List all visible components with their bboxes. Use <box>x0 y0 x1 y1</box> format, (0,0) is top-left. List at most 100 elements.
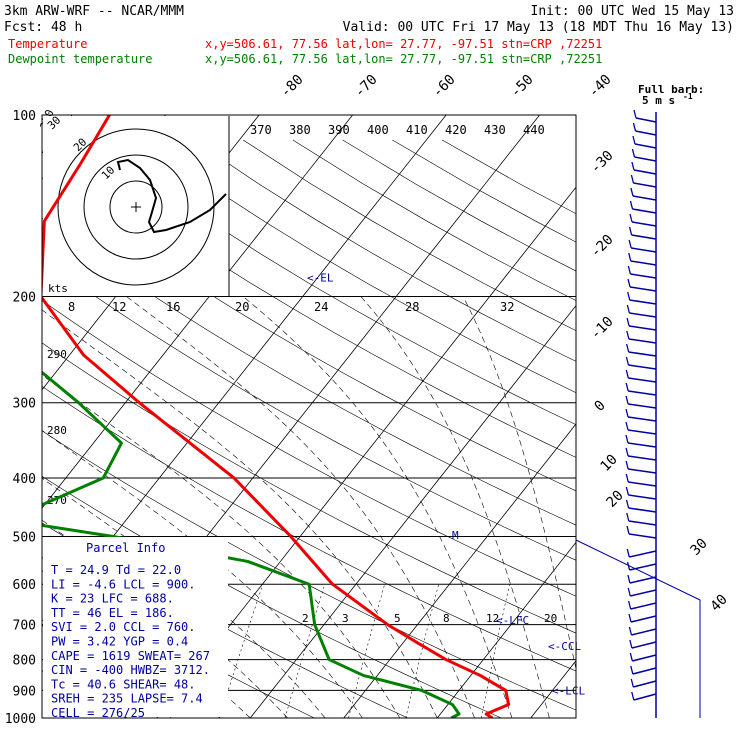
level-annotation: <-LFC <box>496 614 529 627</box>
moist-adiabat-line <box>126 296 475 718</box>
wind-barb-flag <box>628 626 633 636</box>
parcel-info-title: Parcel Info <box>86 541 165 555</box>
wind-barb <box>629 576 657 584</box>
wind-barb-flag <box>629 639 633 649</box>
model-title: 3km ARW-WRF -- NCAR/MMM <box>4 4 184 19</box>
isotherm-label: 10 <box>598 452 621 475</box>
isotherm-label: -40 <box>586 72 615 101</box>
dry-adiabat-line <box>42 217 576 526</box>
mixing-ratio-line <box>348 584 385 718</box>
pressure-tick-label: 600 <box>13 578 36 593</box>
barb-legend-exponent: -1 <box>683 92 693 101</box>
wind-barb-flag <box>625 369 629 379</box>
wind-barb-flag <box>625 395 629 405</box>
theta-label: 370 <box>250 123 272 137</box>
theta-label: 390 <box>328 123 350 137</box>
wind-barb <box>627 429 657 435</box>
isotherm-label: 30 <box>688 536 711 559</box>
wind-barb <box>635 130 657 136</box>
wind-barb-flag <box>630 174 635 184</box>
pressure-tick-label: 800 <box>13 654 36 669</box>
level-annotations: <-EL <-LFC <-CCL <-LCL M <box>307 272 585 698</box>
mixing-ratio-label: 8 <box>443 612 450 625</box>
parcel-info-row: TT = 46 EL = 186. <box>51 606 174 620</box>
isotherm-label: -20 <box>588 232 617 261</box>
isotherm-line <box>718 115 740 718</box>
isotherm-label: -30 <box>588 148 617 177</box>
pressure-tick-label: 500 <box>13 530 36 545</box>
wind-barb <box>627 416 657 422</box>
barb-frame <box>575 539 701 718</box>
wind-barb <box>628 351 657 357</box>
wind-barb-flag <box>627 600 632 610</box>
hodograph-ring <box>109 180 163 234</box>
wind-barb <box>628 481 657 487</box>
wind-barb-flag <box>630 665 634 675</box>
wind-barb <box>629 550 657 558</box>
mixing-ratio-line <box>219 584 264 718</box>
dry-adiabat-line <box>42 177 576 492</box>
isotherm-line <box>343 423 576 718</box>
moist-adiabat-line <box>360 296 550 718</box>
mixing-ratio-line <box>284 584 326 718</box>
hodograph-ring <box>83 154 189 260</box>
wind-barb-flag <box>625 473 629 483</box>
wind-barb-flag <box>625 356 630 366</box>
wind-barb <box>628 364 657 370</box>
theta-label: 440 <box>523 123 545 137</box>
isotherm-label: -70 <box>352 72 381 101</box>
wind-barb <box>629 312 657 318</box>
wind-barb-flag <box>632 122 637 132</box>
level-annotation: <-EL <box>307 272 334 285</box>
mixing-ratio-label: 2 <box>302 612 309 625</box>
pressure-tick-label: 100 <box>13 109 36 124</box>
wind-barb <box>631 234 657 240</box>
hodograph-scale-label: 8 <box>68 300 75 314</box>
wind-barb <box>627 455 657 461</box>
isotherm-label: -80 <box>278 72 307 101</box>
wind-barb <box>628 520 657 526</box>
isotherm-label: -50 <box>508 72 537 101</box>
wind-barb-flag <box>630 187 634 197</box>
wind-barb-flag <box>625 421 629 431</box>
wind-barb-flag <box>625 408 629 418</box>
wind-barb <box>628 338 657 344</box>
hodograph-center-icon <box>131 202 141 212</box>
wind-barb-flag <box>628 226 633 236</box>
mixing-ratio-line <box>405 584 439 718</box>
dewpoint-curve <box>42 370 461 718</box>
dry-adiabat-line <box>42 299 576 597</box>
wind-barb <box>628 390 657 396</box>
hodograph-unit-label: kts <box>48 282 68 295</box>
init-time: Init: 00 UTC Wed 15 May 13 <box>531 4 735 19</box>
hodograph-scale-label: 32 <box>500 300 514 314</box>
isotherm-line <box>42 115 260 391</box>
wind-barb-flag <box>625 460 629 470</box>
wind-barb-flag <box>630 678 634 688</box>
wind-barb <box>632 208 657 214</box>
forecast-hour: Fcst: 48 h <box>4 20 82 35</box>
wind-barb-flag <box>627 587 631 597</box>
moist-adiabat-line <box>462 296 576 671</box>
mixing-ratio-label: 20 <box>544 612 557 625</box>
pressure-tick-label: 700 <box>13 619 36 634</box>
moist-adiabat-line <box>242 296 513 718</box>
isotherm-line <box>42 115 353 509</box>
hodograph-trace <box>116 158 227 234</box>
wind-barb-flag <box>626 343 630 353</box>
isotherm-label: 40 <box>708 592 731 615</box>
mixing-ratio-label: 3 <box>342 612 349 625</box>
pressure-tick-label: 200 <box>13 291 36 306</box>
wind-barb-flag <box>626 330 630 340</box>
wind-barb <box>633 693 657 701</box>
wind-barb-flag <box>633 109 637 119</box>
level-annotation: <-CCL <box>548 640 581 653</box>
parcel-info-row: CELL = 276/25 <box>51 706 145 720</box>
wind-barb-flag <box>632 135 636 145</box>
wind-barb-flag <box>628 239 632 249</box>
wind-barb <box>632 667 657 675</box>
theta-label: 420 <box>445 123 467 137</box>
wind-barb-flag <box>625 499 630 509</box>
theta-label: 280 <box>47 424 67 437</box>
